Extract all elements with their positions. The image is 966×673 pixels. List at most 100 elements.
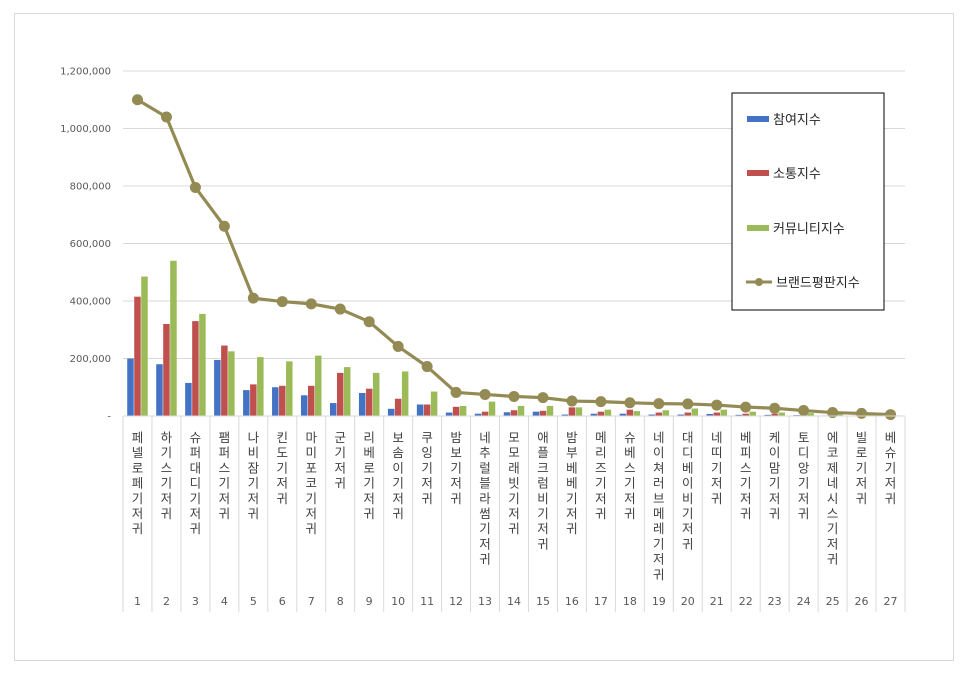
x-index-label: 3 <box>192 595 199 608</box>
brand-index-point <box>392 340 404 352</box>
bar-2-17 <box>597 411 605 416</box>
brand-index-point <box>450 386 462 398</box>
y-tick-label: 1,000,000 <box>60 124 111 135</box>
bar-1-20 <box>677 414 685 416</box>
x-index-label: 2 <box>163 595 170 608</box>
legend-label: 브랜드평판지수 <box>776 276 860 291</box>
x-index-label: 21 <box>710 595 724 608</box>
x-index-label: 19 <box>652 595 666 608</box>
x-index-label: 13 <box>478 595 492 608</box>
bar-1-21 <box>706 413 713 416</box>
bar-3-9 <box>372 372 380 416</box>
bar-3-17 <box>604 409 612 416</box>
x-index-label: 16 <box>565 595 579 608</box>
bar-3-19 <box>662 410 670 416</box>
brand-index-point <box>769 402 781 414</box>
x-index-label: 12 <box>449 595 463 608</box>
brand-index-point <box>247 292 259 304</box>
x-index-label: 17 <box>594 595 608 608</box>
bar-2-7 <box>308 385 315 416</box>
bar-1-3 <box>185 382 192 416</box>
x-index-label: 5 <box>250 595 257 608</box>
x-index-label: 24 <box>797 595 811 608</box>
x-index-label: 7 <box>308 595 315 608</box>
bar-2-14 <box>510 410 518 416</box>
bar-1-6 <box>272 387 279 416</box>
bar-2-22 <box>742 413 749 416</box>
bar-1-12 <box>445 412 453 416</box>
bar-1-23 <box>764 414 771 416</box>
bar-1-1 <box>127 358 134 416</box>
bar-3-24 <box>807 413 814 416</box>
line-layer <box>131 94 897 421</box>
bar-3-20 <box>691 408 699 416</box>
bar-3-22 <box>749 411 756 416</box>
x-index-label: 14 <box>507 595 521 608</box>
y-axis-ticks: - 200,000 400,000 600,000 800,000 1,000,000 1,… <box>60 67 111 423</box>
bar-2-10 <box>394 398 402 416</box>
bar-3-18 <box>633 411 641 416</box>
y-tick-label: 200,000 <box>70 354 111 365</box>
bar-3-25 <box>836 414 843 416</box>
bar-2-5 <box>250 384 257 416</box>
bar-3-21 <box>720 409 727 416</box>
legend-label: 커뮤니티지수 <box>773 222 845 237</box>
bar-1-18 <box>619 413 627 416</box>
brand-index-point <box>740 401 752 413</box>
brand-index-point <box>479 388 491 400</box>
brand-index-point <box>189 181 201 193</box>
legend-marker <box>755 278 763 286</box>
legend-swatch <box>747 116 769 122</box>
y-tick-label: 400,000 <box>70 297 111 308</box>
bar-3-2 <box>170 260 177 416</box>
brand-index-point <box>421 361 433 373</box>
brand-index-point <box>537 392 549 404</box>
bar-1-22 <box>735 414 742 416</box>
chart-frame: - 200,000 400,000 600,000 800,000 1,000,000 1,… <box>14 13 954 661</box>
y-tick-label: - <box>107 412 111 423</box>
x-index-label: 1 <box>134 595 141 608</box>
bar-3-16 <box>575 407 583 416</box>
x-index-label: 23 <box>768 595 782 608</box>
bar-2-18 <box>626 409 634 416</box>
bar-2-8 <box>336 372 344 416</box>
brand-index-point <box>624 397 636 409</box>
bar-2-12 <box>452 406 460 416</box>
brand-index-point <box>276 296 288 308</box>
bar-2-21 <box>713 412 720 416</box>
bar-2-6 <box>279 385 286 416</box>
brand-index-point <box>508 390 520 402</box>
bar-2-15 <box>539 410 547 416</box>
y-tick-label: 800,000 <box>70 182 111 193</box>
bar-3-13 <box>488 401 496 416</box>
bar-1-7 <box>301 395 308 416</box>
x-index-label: 20 <box>681 595 695 608</box>
brand-index-point <box>856 407 868 419</box>
bar-3-8 <box>343 367 351 416</box>
bar-1-9 <box>358 393 366 416</box>
x-index-label: 11 <box>420 595 434 608</box>
bar-3-7 <box>315 355 322 416</box>
brand-index-point <box>218 220 230 232</box>
bar-2-11 <box>423 404 431 416</box>
legend-swatch <box>747 225 769 231</box>
bar-3-11 <box>430 391 438 416</box>
